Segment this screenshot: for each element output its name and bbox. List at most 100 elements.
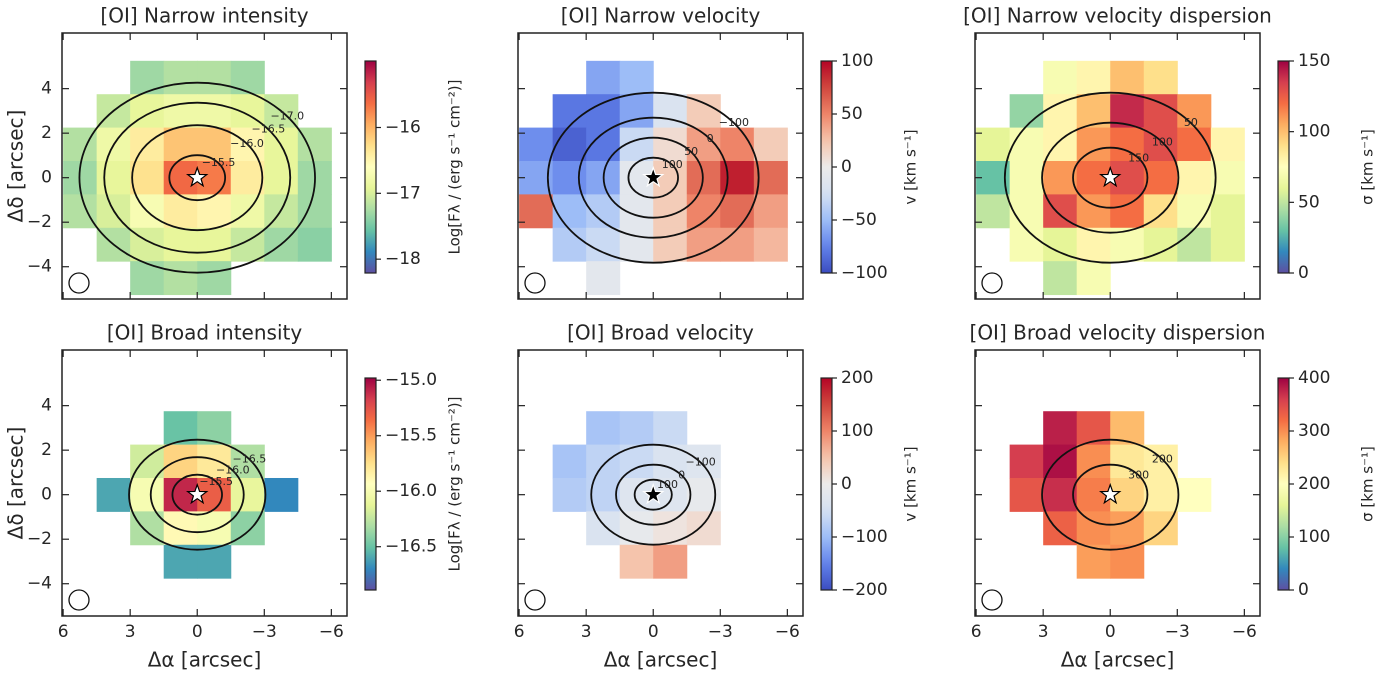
y-axis-label: Δδ [arcsec] (4, 110, 28, 223)
colorbar-tick-label: 100 (1298, 122, 1330, 142)
colorbar-tick-label: −100 (841, 263, 888, 283)
x-axis-label: Δα [arcsec] (148, 648, 262, 672)
x-tick-label: 0 (192, 622, 203, 642)
map-cell (686, 444, 721, 479)
agn-star (641, 165, 665, 188)
colorbar-tick-label: 100 (1298, 527, 1330, 547)
map-cell (686, 511, 721, 546)
map-cell (720, 227, 755, 262)
contour-label: −16.0 (216, 464, 250, 477)
map-cell (163, 511, 198, 546)
map-cell (1043, 477, 1078, 512)
colorbar-tick-label: 0 (1298, 580, 1309, 600)
contour-line (131, 124, 264, 232)
contour-line (633, 478, 673, 511)
contour-label: 100 (1152, 135, 1173, 148)
y-tick-label: −4 (27, 574, 52, 594)
panel-title: [OI] Broad velocity dispersion (970, 321, 1266, 345)
map-cell (552, 477, 587, 512)
contour-label: 0 (707, 132, 714, 145)
contour-label: 50 (684, 145, 698, 158)
contour-label: 50 (1184, 116, 1198, 129)
map-cell (552, 160, 587, 195)
map-cell (753, 127, 788, 162)
map-cell (619, 544, 654, 579)
contour-line (627, 156, 679, 199)
colorbar-tick-label: −15.5 (385, 426, 437, 446)
map-cell (1009, 94, 1044, 129)
x-axis-label: Δα [arcsec] (1061, 648, 1175, 672)
map-cell (264, 160, 299, 195)
contour-label: 300 (1128, 468, 1149, 481)
map-cell (1210, 227, 1245, 262)
map-cell (1143, 94, 1178, 129)
contour-line (590, 443, 717, 546)
contour-label: −100 (686, 455, 716, 468)
map-cell (1177, 227, 1212, 262)
map-cell (197, 511, 232, 546)
colorbar-label: Log[Fλ / (erg s⁻¹ cm⁻²)] (446, 396, 464, 571)
map-cell (1009, 160, 1044, 195)
beam (524, 589, 546, 611)
colorbar-tick-label: −16 (385, 117, 421, 137)
contour-label: 200 (1152, 452, 1173, 465)
x-tick-label: −3 (1165, 622, 1190, 642)
contour-label: −16.5 (233, 452, 267, 465)
colorbar-label: Log[Fλ / (erg s⁻¹ cm⁻²)] (446, 79, 464, 254)
map-cell (163, 227, 198, 262)
colorbar-tick-label: 100 (841, 51, 873, 71)
map-cell (619, 60, 654, 95)
x-tick-label: 3 (1038, 622, 1049, 642)
map-cell (163, 261, 198, 296)
map-cell (96, 160, 131, 195)
colorbar-tick-label: 300 (1298, 421, 1330, 441)
map-cell (1043, 160, 1078, 195)
x-tick-label: 6 (971, 622, 982, 642)
map-cell (1110, 127, 1145, 162)
map-cell (297, 127, 332, 162)
map-cell (130, 261, 165, 296)
map-cell (1177, 194, 1212, 229)
map-cell (519, 194, 554, 229)
contour-label: −15.5 (202, 156, 236, 169)
beam (524, 272, 546, 294)
x-tick-label: −3 (252, 622, 277, 642)
map-cell (1143, 60, 1178, 95)
map-cell (63, 194, 98, 229)
agn-star (185, 482, 209, 505)
x-tick-label: −6 (775, 622, 800, 642)
map-cell (1177, 127, 1212, 162)
map-cell (976, 194, 1011, 229)
colorbar (1277, 377, 1290, 591)
map-cell (586, 444, 621, 479)
map-cell (753, 194, 788, 229)
map-cell (197, 227, 232, 262)
map-cell (163, 94, 198, 129)
panel-title: [OI] Narrow velocity dispersion (963, 4, 1272, 28)
contour-label: −16.5 (252, 122, 286, 135)
contour-line (1072, 146, 1149, 209)
x-tick-label: 3 (125, 622, 136, 642)
contour-label: 100 (662, 158, 683, 171)
contour-line (602, 136, 704, 219)
colorbar-tick-label: −17 (385, 183, 421, 203)
map-cell (1009, 477, 1044, 512)
y-tick-label: 2 (41, 440, 52, 460)
x-tick-label: 3 (581, 622, 592, 642)
colorbar (820, 377, 833, 591)
colorbar-tick-label: −16.5 (385, 537, 437, 557)
y-tick-label: 0 (41, 485, 52, 505)
beam (68, 272, 90, 294)
map-cell (197, 261, 232, 296)
map-cell (552, 227, 587, 262)
map-cell (619, 94, 654, 129)
map-cell (1009, 194, 1044, 229)
colorbar-tick-label: 0 (841, 474, 852, 494)
